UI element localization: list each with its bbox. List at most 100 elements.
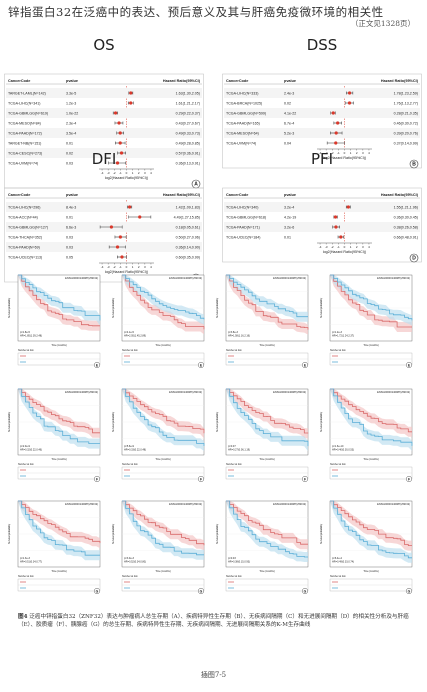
cancer-label: TCGA-ACC(N=44) <box>8 216 38 220</box>
x-tick-label: 3 <box>362 151 364 155</box>
hr-label: 1.76(1.13,2.77) <box>394 102 418 106</box>
forest-title: PFI <box>310 150 334 168</box>
figure-caption: 图4 泛癌中锌指蛋白32（ZNF32）表达与肿瘤病人总生存期（A）、疾病特异性生… <box>18 614 414 629</box>
km-stat: p=5.6e-9 <box>124 445 135 448</box>
x-tick-label: 0 <box>344 151 346 155</box>
row-band <box>224 128 420 138</box>
km-svg: ENSG00000140987(ZNF32) p=0.03HR=0.38(0.15… <box>216 500 309 594</box>
km-x-label: Time (months) <box>155 570 171 573</box>
km-curve-high <box>226 274 309 330</box>
panel-letter: B <box>412 162 416 168</box>
km-stat: p=2.0e-9 <box>20 445 31 448</box>
hr-point <box>347 101 352 105</box>
km-letter: F <box>408 477 410 481</box>
km-letter: G <box>304 589 307 593</box>
hr-label: 0.66(0.48,0.91) <box>394 236 418 240</box>
cancer-label: TCGA-UCEC(N=184) <box>226 236 260 240</box>
hr-point <box>115 245 120 249</box>
km-stat: p=0.03 <box>228 557 236 560</box>
risk-table-title: Number at risk <box>122 349 138 352</box>
hr-point <box>333 215 338 219</box>
x-tick-label: -2 <box>331 245 334 249</box>
hr-label: 0.60(0.35,0.99) <box>176 256 200 260</box>
forest-svg: CancerCode pvalue Hazard Ratio(95%CI) TCGA-… <box>222 187 422 263</box>
hr-label: 0.36(0.30,0.45) <box>394 216 418 220</box>
km-curve-low <box>122 388 205 446</box>
risk-table-title: Number at risk <box>18 463 34 466</box>
km-curve-low <box>330 274 413 321</box>
km-svg: ENSG00000140987(ZNF32) p=1.6e-10HR=0.40(0… <box>320 388 413 482</box>
km-stat: p=1.8e-5 <box>20 331 31 334</box>
x-tick-label: 4 <box>150 265 152 269</box>
pvalue-label: 4.1e-22 <box>284 112 296 116</box>
hr-point <box>118 235 122 239</box>
hr-label: 0.28(0.21,0.35) <box>394 112 418 116</box>
x-tick-label: 4 <box>368 151 370 155</box>
hr-label: 0.18(0.05,0.61) <box>176 226 200 230</box>
pvalue-label: 0.05 <box>66 256 73 260</box>
hr-label: 0.29(0.22,0.37) <box>176 112 200 116</box>
x-tick-label: 4 <box>150 171 152 175</box>
col-header-cancer: CancerCode <box>8 193 30 197</box>
forest-panel-dss: DSS CancerCode pvalue Hazard Ratio(95%CI) TC… <box>222 36 422 169</box>
km-curve-low <box>18 274 101 321</box>
km-stat: p=3.8e-3 <box>228 331 239 334</box>
km-y-label: Survival probability <box>8 411 11 432</box>
risk-table-title: Number at risk <box>226 575 242 578</box>
km-curve-high <box>18 274 100 327</box>
hr-point <box>118 141 122 145</box>
km-gene-label: ENSG00000140987(ZNF32) <box>273 502 306 506</box>
panel-border <box>222 73 422 169</box>
hr-point <box>346 205 350 209</box>
pvalue-label: 6.7e-4 <box>284 122 294 126</box>
km-gene-label: ENSG00000140987(ZNF32) <box>65 390 98 394</box>
x-tick-label: -4 <box>101 171 104 175</box>
col-header-hr: Hazard Ratio(95%CI) <box>381 193 419 197</box>
km-letter: E <box>408 363 411 367</box>
cancer-label: TCGA-GBMLGG(N=599) <box>226 112 266 116</box>
row-band <box>6 148 202 158</box>
cancer-label: TCGA-PAAD(N=172) <box>8 132 42 136</box>
col-header-pvalue: pvalue <box>284 193 296 197</box>
forest-title: DFI <box>91 150 117 168</box>
km-letter-badge <box>301 361 308 368</box>
km-stat: p=1.3e-3 <box>20 557 31 560</box>
km-gene-label: ENSG00000140987(ZNF32) <box>65 502 98 506</box>
panel-border <box>222 187 422 263</box>
km-curve-low <box>18 388 100 444</box>
km-curve-high <box>226 500 308 545</box>
km-stat: p=4.1e-5 <box>124 331 135 334</box>
ci-band <box>226 275 308 322</box>
km-x-label: Time (months) <box>363 458 379 461</box>
hr-point <box>334 131 338 135</box>
x-tick-label: 2 <box>356 245 358 249</box>
km-curve-low <box>226 500 308 558</box>
km-x-label: Time (months) <box>51 344 67 347</box>
km-x-label: Time (months) <box>259 458 275 461</box>
km-curve-high <box>122 500 205 546</box>
hr-point <box>128 205 132 209</box>
km-y-label: Survival probability <box>8 297 11 318</box>
ci-band <box>330 501 412 563</box>
hr-point <box>138 215 142 219</box>
pvalue-label: 8.4e-3 <box>66 206 76 210</box>
ci-band <box>122 501 204 560</box>
km-stat: HR=0.27(0.06,1.19) <box>228 448 250 451</box>
km-letter-badge <box>301 587 308 594</box>
ci-band <box>18 389 100 449</box>
hr-point <box>115 161 120 165</box>
hr-point <box>119 151 124 155</box>
km-plot: ENSG00000140987(ZNF32) p=0.07 HR=0.27(0.06… <box>214 383 311 483</box>
km-curve-high <box>18 500 101 544</box>
ci-band <box>226 275 308 335</box>
km-y-label: Survival probability <box>112 411 115 432</box>
km-y-label: Survival probability <box>320 411 323 432</box>
cancer-label: TCGA-GBMLGG(N=127) <box>8 226 48 230</box>
km-svg: ENSG00000140987(ZNF32) p=6.4e-4HR=0.49(0.… <box>320 500 413 594</box>
km-curve-high <box>122 388 205 434</box>
page-number: 插图7-5 <box>200 671 227 679</box>
hr-point <box>117 121 121 125</box>
panel-letter-badge <box>409 253 419 263</box>
ci-band <box>226 501 308 562</box>
x-tick-label: -2 <box>331 151 334 155</box>
